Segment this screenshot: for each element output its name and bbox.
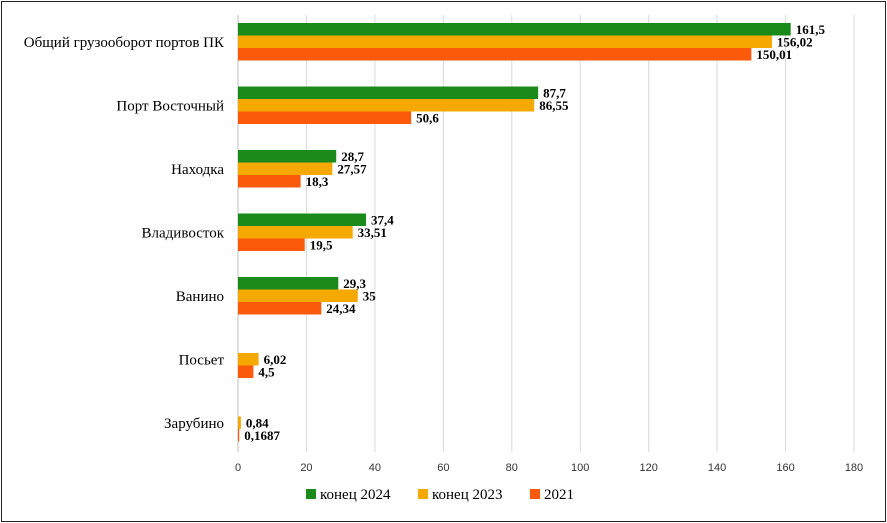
bar bbox=[238, 150, 337, 163]
bar bbox=[238, 353, 259, 366]
bar bbox=[238, 213, 366, 226]
data-label: 150,01 bbox=[756, 47, 792, 62]
data-label: 87,7 bbox=[543, 85, 566, 100]
x-axis-ticks: 0 20 40 60 80 100 120 140 160 180 bbox=[235, 462, 863, 474]
x-tick-label: 20 bbox=[300, 462, 312, 474]
data-label: 37,4 bbox=[371, 212, 394, 227]
bar bbox=[238, 162, 333, 175]
x-tick-label: 180 bbox=[845, 462, 863, 474]
bar bbox=[238, 99, 535, 112]
bar bbox=[238, 111, 412, 124]
legend-swatch bbox=[306, 489, 316, 499]
legend-entry: конец 2023 bbox=[432, 487, 503, 503]
x-tick-label: 40 bbox=[369, 462, 381, 474]
bar bbox=[238, 238, 305, 251]
x-tick-label: 0 bbox=[235, 462, 241, 474]
data-label: 0,1687 bbox=[244, 428, 280, 443]
data-label: 4,5 bbox=[258, 364, 275, 379]
category-label: Находка bbox=[171, 162, 224, 178]
bar bbox=[238, 429, 240, 442]
data-label: 29,3 bbox=[343, 276, 366, 291]
legend-entry: конец 2024 bbox=[320, 487, 391, 503]
bar bbox=[238, 302, 322, 315]
data-label: 6,02 bbox=[264, 352, 287, 367]
bar bbox=[238, 365, 254, 378]
data-label: 0,84 bbox=[246, 415, 269, 430]
data-label: 18,3 bbox=[306, 174, 329, 189]
data-label: 33,51 bbox=[358, 225, 387, 240]
data-label: 161,5 bbox=[796, 22, 826, 37]
category-label: Владивосток bbox=[142, 225, 225, 241]
x-tick-label: 160 bbox=[776, 462, 794, 474]
bar bbox=[238, 416, 241, 429]
bar bbox=[238, 175, 301, 188]
legend-swatch bbox=[530, 489, 540, 499]
data-label: 24,34 bbox=[326, 301, 356, 316]
x-tick-label: 80 bbox=[506, 462, 518, 474]
data-label: 86,55 bbox=[539, 98, 569, 113]
data-label: 35 bbox=[363, 288, 377, 303]
category-label: Ванино bbox=[176, 289, 224, 305]
bar bbox=[238, 35, 772, 48]
x-tick-label: 100 bbox=[571, 462, 589, 474]
x-tick-label: 140 bbox=[708, 462, 726, 474]
category-labels: Общий грузооборот портов ПК Порт Восточны… bbox=[24, 35, 225, 432]
legend-swatch bbox=[418, 489, 428, 499]
category-label: Порт Восточный bbox=[116, 98, 224, 114]
bar bbox=[238, 289, 358, 302]
x-tick-label: 60 bbox=[437, 462, 449, 474]
legend: конец 2024 конец 2023 2021 bbox=[306, 487, 574, 503]
bar bbox=[238, 48, 752, 61]
bar bbox=[238, 277, 339, 290]
bar bbox=[238, 226, 353, 239]
category-label: Зарубино bbox=[164, 416, 224, 432]
data-label: 19,5 bbox=[310, 237, 333, 252]
legend-entry: 2021 bbox=[544, 487, 574, 503]
category-label: Посьет bbox=[179, 352, 225, 368]
bar bbox=[238, 23, 791, 36]
data-label: 27,57 bbox=[337, 161, 367, 176]
bar bbox=[238, 86, 539, 99]
data-label: 28,7 bbox=[341, 149, 364, 164]
data-label: 156,02 bbox=[777, 34, 813, 49]
category-label: Общий грузооборот портов ПК bbox=[24, 35, 225, 51]
data-label: 50,6 bbox=[416, 110, 439, 125]
x-tick-label: 120 bbox=[639, 462, 657, 474]
